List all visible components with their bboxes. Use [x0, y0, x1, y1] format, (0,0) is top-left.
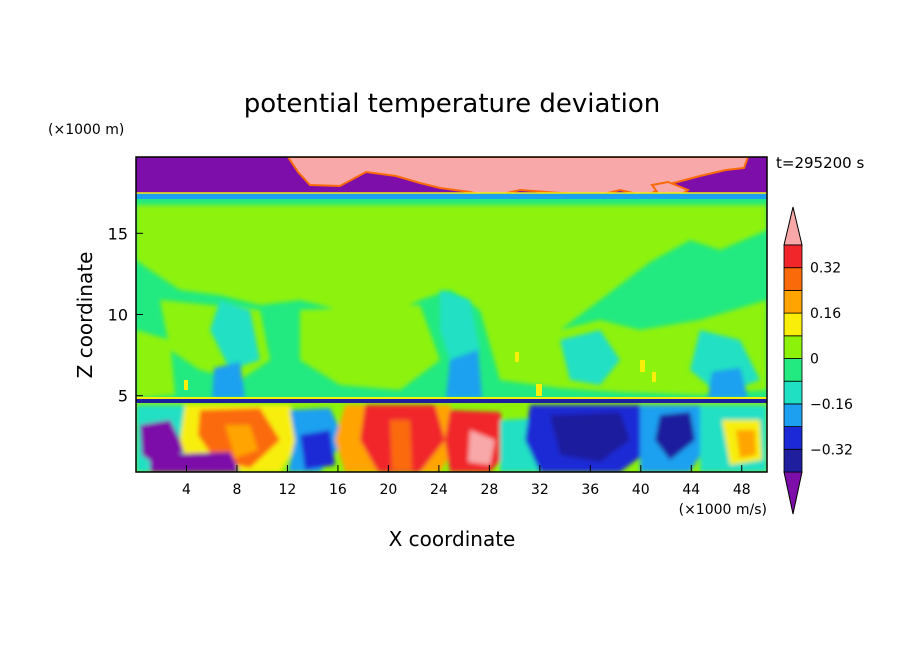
x-tick-label: 28: [480, 482, 498, 498]
field-yellow-specks: [184, 352, 656, 396]
x-tick-label: 4: [182, 482, 191, 498]
x-tick-label: 48: [733, 482, 751, 498]
colorbar-min-arrow: [783, 471, 803, 515]
colorbar-band: [783, 244, 803, 269]
colorbar-band: [783, 448, 803, 473]
colorbar-label: 0.16: [810, 306, 841, 322]
y-tick-label: 5: [118, 387, 128, 406]
y-axis-label: Z coordinate: [73, 252, 97, 379]
x-tick-label: 44: [682, 482, 700, 498]
colorbar-band: [783, 335, 803, 359]
colorbar: 0.32 0.16 0 −0.16 −0.32: [783, 206, 853, 515]
x-axis-unit: (×1000 m/s): [679, 502, 767, 518]
x-tick-label: 8: [232, 482, 241, 498]
y-axis: 5 10 15: [108, 224, 143, 406]
x-axis: 4 8 12 16 20 24 28 32 36 40 44 48: [182, 465, 751, 498]
colorbar-band: [783, 358, 803, 382]
x-tick-label: 12: [279, 482, 297, 498]
chart-title: potential temperature deviation: [244, 89, 660, 119]
x-tick-label: 16: [329, 482, 347, 498]
colorbar-band: [783, 289, 803, 314]
field-pink-cloud: [286, 157, 750, 199]
field-light-blue-plumes: [212, 350, 748, 398]
colorbar-label: 0.32: [810, 261, 841, 277]
y-axis-unit: (×1000 m): [48, 122, 124, 138]
field-boundary-eddies: [136, 405, 767, 472]
x-axis-label: X coordinate: [389, 527, 516, 551]
colorbar-band: [783, 403, 803, 427]
contour-field: [136, 157, 767, 472]
x-tick-label: 40: [632, 482, 650, 498]
colorbar-band: [783, 312, 803, 337]
colorbar-label: 0: [810, 352, 819, 368]
colorbar-max-arrow: [783, 206, 803, 246]
colorbar-band: [783, 426, 803, 450]
y-tick-label: 15: [108, 224, 128, 243]
x-tick-label: 20: [379, 482, 397, 498]
time-label: t=295200 s: [776, 154, 864, 172]
colorbar-label: −0.32: [810, 442, 853, 458]
x-tick-label: 24: [430, 482, 448, 498]
x-tick-label: 36: [581, 482, 599, 498]
colorbar-label: −0.16: [810, 397, 853, 413]
x-tick-label: 32: [531, 482, 549, 498]
colorbar-band: [783, 380, 803, 405]
y-tick-label: 10: [108, 306, 128, 325]
colorbar-band: [783, 267, 803, 291]
